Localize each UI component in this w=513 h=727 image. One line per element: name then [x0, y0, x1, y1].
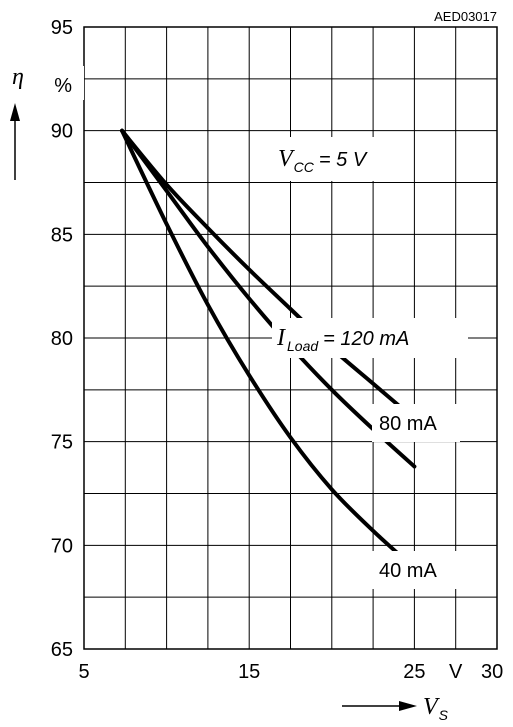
label-background [372, 404, 460, 442]
x-tick-label: 15 [238, 661, 260, 683]
series-line-2 [120, 128, 417, 571]
y-axis-arrow-head [10, 103, 20, 121]
x-tick-label: 25 [403, 661, 425, 683]
label-background [272, 137, 400, 181]
plot-frame [83, 26, 498, 650]
y-tick-label: 95 [51, 17, 73, 39]
series-label-sub: Load [287, 338, 319, 354]
series-label-1: 80 mA [379, 413, 437, 435]
x-axis-symbol-sub: S [439, 707, 449, 723]
series-label-0: I Load = 120 mA [276, 325, 409, 354]
y-unit-label: % [54, 75, 72, 97]
label-background [272, 318, 468, 358]
label-background [372, 551, 460, 589]
series-line-0 [120, 128, 417, 421]
curves [120, 128, 417, 571]
y-tick-label: 90 [51, 121, 73, 143]
condition-sub: CC [294, 159, 315, 175]
x-unit-label: V [449, 661, 463, 683]
label-background [50, 66, 84, 100]
x-axis-arrow-head [399, 701, 417, 711]
x-tick-label: 5 [78, 661, 89, 683]
series-line-1 [120, 128, 417, 469]
y-tick-label: 85 [51, 224, 73, 246]
y-axis-symbol: η [12, 64, 24, 90]
x-axis-symbol: VS [423, 694, 449, 723]
y-tick-label: 80 [51, 328, 73, 350]
series-label-value-0: = 120 mA [323, 328, 409, 350]
y-tick-label: 65 [51, 639, 73, 661]
y-tick-label: 75 [51, 432, 73, 454]
x-tick-label: 30 [481, 661, 503, 683]
labels: 95 90 85 80 75 70 65% 5 15 25 30 V AED03017 η VS VCC = 5… [10, 9, 503, 723]
condition-value: = 5 V [319, 149, 368, 171]
condition-label: VCC = 5 V [278, 146, 368, 175]
y-tick-label: 70 [51, 535, 73, 557]
series-label-2: 40 mA [379, 560, 437, 582]
chart-code: AED03017 [434, 9, 497, 24]
